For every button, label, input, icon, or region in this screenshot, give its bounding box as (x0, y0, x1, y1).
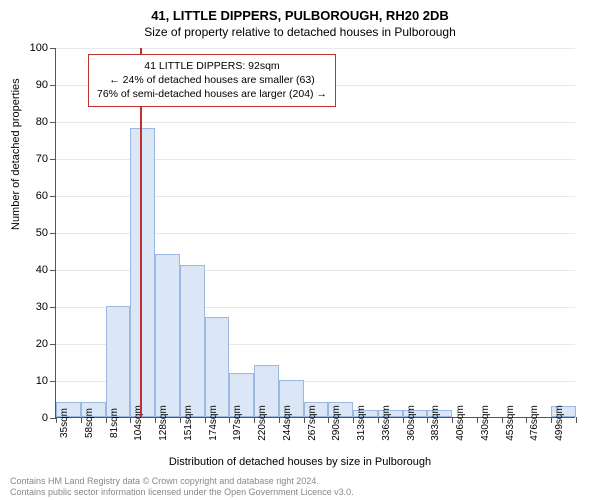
y-tick-label: 50 (36, 227, 48, 239)
x-tick-label: 453sqm (505, 405, 516, 441)
histogram-bar (106, 306, 131, 417)
x-tick (205, 417, 206, 423)
x-tick (106, 417, 107, 423)
y-tick-label: 20 (36, 338, 48, 350)
y-tick (50, 196, 56, 197)
x-tick-label: 360sqm (406, 405, 417, 441)
x-tick (81, 417, 82, 423)
x-tick-label: 104sqm (133, 405, 144, 441)
x-tick (353, 417, 354, 423)
x-tick (477, 417, 478, 423)
grid-line (56, 48, 575, 49)
x-tick-label: 197sqm (232, 405, 243, 441)
x-tick (254, 417, 255, 423)
x-tick (328, 417, 329, 423)
y-tick-label: 10 (36, 375, 48, 387)
y-tick-label: 30 (36, 301, 48, 313)
x-tick-label: 267sqm (307, 405, 318, 441)
y-tick-label: 70 (36, 153, 48, 165)
histogram-bar (130, 128, 155, 417)
footer-line-2: Contains public sector information licen… (10, 487, 354, 498)
y-tick (50, 270, 56, 271)
chart-plot-area: 010203040506070809010035sqm58sqm81sqm104… (55, 48, 575, 418)
y-axis-label: Number of detached properties (10, 78, 22, 230)
x-tick-label: 290sqm (331, 405, 342, 441)
y-tick-label: 40 (36, 264, 48, 276)
x-tick (378, 417, 379, 423)
x-tick (155, 417, 156, 423)
y-tick-label: 80 (36, 116, 48, 128)
x-tick-label: 244sqm (282, 405, 293, 441)
x-tick-label: 476sqm (529, 405, 540, 441)
x-tick (502, 417, 503, 423)
x-tick-label: 35sqm (59, 408, 70, 438)
x-tick (56, 417, 57, 423)
y-tick (50, 48, 56, 49)
x-axis-label: Distribution of detached houses by size … (0, 456, 600, 468)
histogram-bar (180, 265, 205, 417)
x-tick-label: 406sqm (455, 405, 466, 441)
x-tick (452, 417, 453, 423)
info-callout: 41 LITTLE DIPPERS: 92sqm ← 24% of detach… (88, 54, 336, 107)
x-tick-label: 383sqm (430, 405, 441, 441)
x-tick-label: 336sqm (381, 405, 392, 441)
histogram-bar (205, 317, 230, 417)
x-tick-label: 499sqm (554, 405, 565, 441)
info-line-3: 76% of semi-detached houses are larger (… (97, 87, 327, 101)
x-tick-label: 430sqm (480, 405, 491, 441)
x-tick (279, 417, 280, 423)
y-tick (50, 159, 56, 160)
y-tick-label: 100 (30, 42, 48, 54)
x-tick (427, 417, 428, 423)
x-tick (180, 417, 181, 423)
x-tick (576, 417, 577, 423)
x-tick-label: 313sqm (356, 405, 367, 441)
x-tick (526, 417, 527, 423)
y-tick-label: 0 (42, 412, 48, 424)
x-tick-label: 174sqm (208, 405, 219, 441)
x-tick-label: 81sqm (109, 408, 120, 438)
y-tick-label: 90 (36, 79, 48, 91)
chart-title-main: 41, LITTLE DIPPERS, PULBOROUGH, RH20 2DB (0, 0, 600, 23)
x-tick (229, 417, 230, 423)
grid-line (56, 122, 575, 123)
y-tick (50, 85, 56, 86)
x-tick-label: 220sqm (257, 405, 268, 441)
y-tick (50, 344, 56, 345)
x-tick-label: 128sqm (158, 405, 169, 441)
chart-title-sub: Size of property relative to detached ho… (0, 23, 600, 39)
y-tick (50, 381, 56, 382)
footer-attribution: Contains HM Land Registry data © Crown c… (10, 476, 354, 498)
info-line-1: 41 LITTLE DIPPERS: 92sqm (97, 59, 327, 73)
y-tick-label: 60 (36, 190, 48, 202)
y-tick (50, 233, 56, 234)
x-tick (130, 417, 131, 423)
y-tick (50, 122, 56, 123)
x-tick (403, 417, 404, 423)
x-tick (551, 417, 552, 423)
x-tick (304, 417, 305, 423)
x-tick-label: 151sqm (183, 405, 194, 441)
y-tick (50, 307, 56, 308)
info-line-2: ← 24% of detached houses are smaller (63… (97, 73, 327, 87)
x-tick-label: 58sqm (84, 408, 95, 438)
histogram-bar (155, 254, 180, 417)
footer-line-1: Contains HM Land Registry data © Crown c… (10, 476, 354, 487)
